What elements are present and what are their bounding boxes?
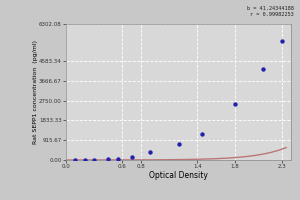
X-axis label: Optical Density: Optical Density <box>149 171 208 180</box>
Point <box>260 68 265 71</box>
Y-axis label: Rat SEPP1 concentration  (pg/ml): Rat SEPP1 concentration (pg/ml) <box>33 40 38 144</box>
Point <box>106 158 111 161</box>
Point <box>148 151 153 154</box>
Point <box>232 102 237 105</box>
Text: b = 41.24344188
r = 0.99982253: b = 41.24344188 r = 0.99982253 <box>247 6 294 17</box>
Point <box>92 158 97 161</box>
Point <box>176 142 181 145</box>
Point <box>129 156 134 159</box>
Point <box>82 158 87 161</box>
Point <box>115 157 120 160</box>
Point <box>73 158 78 161</box>
Point <box>200 133 204 136</box>
Point <box>279 40 284 43</box>
